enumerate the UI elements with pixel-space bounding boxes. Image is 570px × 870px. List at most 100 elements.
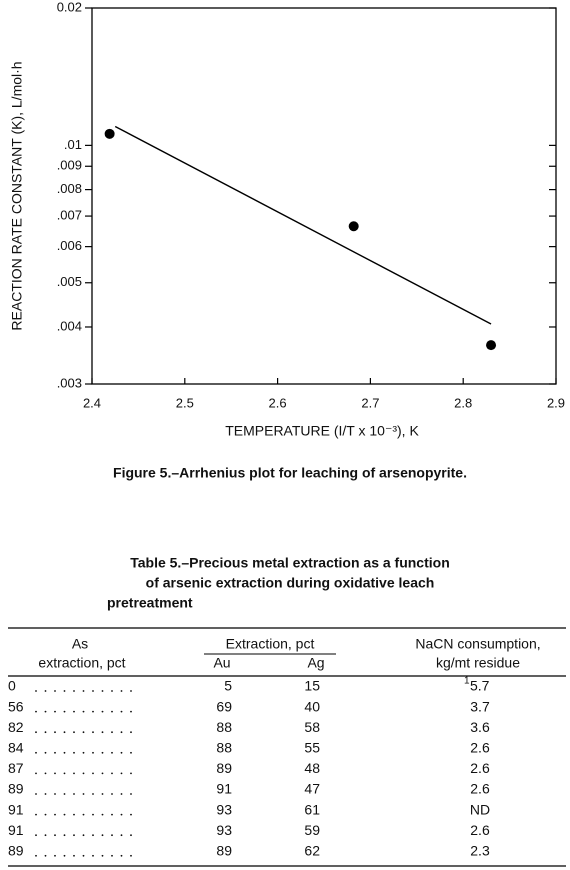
leader-dot <box>73 813 75 816</box>
y-tick-label: .005 <box>57 274 82 289</box>
x-tick-label: 2.9 <box>547 395 565 410</box>
column-header: Ag <box>307 655 324 671</box>
x-tick-label: 2.4 <box>83 395 101 410</box>
y-tick-label: .003 <box>57 375 82 390</box>
leader-dot <box>92 793 94 795</box>
cell: 0 <box>8 678 16 694</box>
data-point <box>348 221 359 232</box>
cell: 2.3 <box>470 843 490 859</box>
cell: 89 <box>8 781 24 797</box>
leader-dot <box>92 772 94 775</box>
y-tick-label: 0.02 <box>57 0 82 14</box>
data-point <box>486 340 497 351</box>
leader-dot <box>73 834 75 837</box>
leader-dot <box>120 710 123 713</box>
fit-line <box>114 125 492 325</box>
column-header: As <box>72 636 88 652</box>
leader-dot <box>120 813 123 816</box>
leader-dot <box>63 690 66 692</box>
cell: 3.7 <box>470 698 490 714</box>
leader-dot <box>130 772 132 775</box>
leader-dot <box>101 854 104 857</box>
column-header: NaCN consumption, <box>415 636 540 652</box>
leader-dot <box>130 751 132 754</box>
leader-dot <box>63 813 66 816</box>
y-tick-label: .008 <box>57 181 82 196</box>
cell: 5.7 <box>470 678 490 694</box>
cell: 55 <box>304 740 320 756</box>
leader-dot <box>82 813 85 816</box>
figure-caption: Figure 5.–Arrhenius plot for leaching of… <box>113 465 467 481</box>
leader-dot <box>111 854 113 857</box>
leader-dot <box>73 690 75 692</box>
cell: 40 <box>304 698 320 714</box>
leader-dot <box>35 834 37 837</box>
y-tick-label: .004 <box>57 318 82 333</box>
leader-dot <box>120 772 123 775</box>
leader-dot <box>44 751 47 754</box>
leader-dot <box>111 772 113 775</box>
leader-dot <box>44 690 47 692</box>
leader-dot <box>92 751 94 754</box>
cell: 48 <box>304 760 320 776</box>
leader-dot <box>54 710 56 713</box>
leader-dot <box>54 751 56 754</box>
group-header: Extraction, pct <box>226 636 315 652</box>
x-tick-label: 2.8 <box>454 395 472 410</box>
cell: 84 <box>8 740 24 756</box>
leader-dot <box>92 854 94 857</box>
leader-dot <box>111 793 113 795</box>
cell: 3.6 <box>470 719 490 735</box>
cell: 69 <box>216 698 232 714</box>
column-header: extraction, pct <box>38 655 125 671</box>
chart: 2.4 2.5 2.6 2.7 2.8 2.9 .003 .004 .005 .006 .007 .0… <box>57 0 565 410</box>
leader-dot <box>82 731 85 734</box>
leader-dot <box>63 751 66 754</box>
cell: 61 <box>304 801 320 817</box>
leader-dot <box>101 834 104 837</box>
table-title: of arsenic extraction during oxidative l… <box>146 575 435 591</box>
leader-dot <box>82 772 85 775</box>
table-title: Table 5.–Precious metal extraction as a … <box>130 555 450 571</box>
leader-dot <box>82 793 85 795</box>
cell: 82 <box>8 719 24 735</box>
cell: 93 <box>216 801 232 817</box>
leader-dot <box>111 690 113 692</box>
leader-dot <box>92 813 94 816</box>
leader-dot <box>63 710 66 713</box>
leader-dot <box>130 854 132 857</box>
cell: 2.6 <box>470 760 490 776</box>
leader-dot <box>54 731 56 734</box>
leader-dot <box>130 813 132 816</box>
cell: 47 <box>304 781 320 797</box>
cell: 2.6 <box>470 740 490 756</box>
cell: 87 <box>8 760 24 776</box>
cell: 56 <box>8 698 24 714</box>
leader-dot <box>82 690 85 692</box>
leader-dot <box>130 710 132 713</box>
leader-dot <box>101 731 104 734</box>
leader-dot <box>92 710 94 713</box>
leader-dot <box>120 690 123 692</box>
leader-dot <box>35 772 37 775</box>
cell: 62 <box>304 843 320 859</box>
leader-dot <box>63 731 66 734</box>
leader-dot <box>120 793 123 795</box>
leader-dot <box>111 710 113 713</box>
leader-dot <box>82 751 85 754</box>
leader-dot <box>130 834 132 837</box>
leader-dot <box>54 813 56 816</box>
table-title: pretreatment <box>107 595 193 611</box>
y-tick-label: .01 <box>64 137 82 152</box>
leader-dot <box>44 854 47 857</box>
leader-dot <box>82 854 85 857</box>
leader-dot <box>101 710 104 713</box>
leader-dot <box>54 854 56 857</box>
leader-dot <box>35 710 37 713</box>
leader-dot <box>73 751 75 754</box>
leader-dot <box>63 834 66 837</box>
leader-dot <box>35 731 37 734</box>
leader-dot <box>130 731 132 734</box>
column-header: kg/mt residue <box>436 655 520 671</box>
